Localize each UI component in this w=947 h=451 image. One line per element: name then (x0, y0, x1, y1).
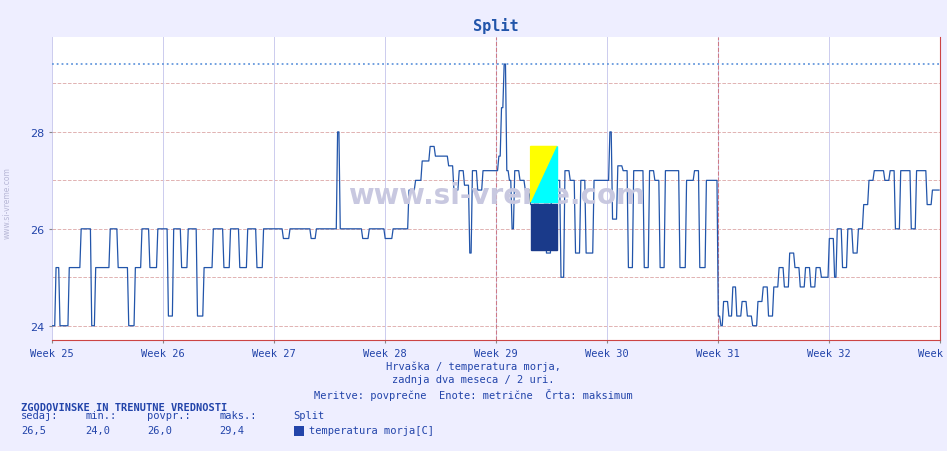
Text: Meritve: povprečne  Enote: metrične  Črta: maksimum: Meritve: povprečne Enote: metrične Črta:… (314, 388, 633, 400)
Text: 24,0: 24,0 (85, 425, 110, 435)
Text: Split: Split (294, 410, 325, 420)
Text: 26,0: 26,0 (147, 425, 171, 435)
Polygon shape (530, 147, 557, 202)
Text: maks.:: maks.: (220, 410, 258, 420)
Bar (530, 204, 557, 250)
Text: Hrvaška / temperatura morja,: Hrvaška / temperatura morja, (386, 361, 561, 371)
Polygon shape (530, 147, 557, 202)
Text: 29,4: 29,4 (220, 425, 244, 435)
Text: ZGODOVINSKE IN TRENUTNE VREDNOSTI: ZGODOVINSKE IN TRENUTNE VREDNOSTI (21, 402, 227, 412)
Text: 26,5: 26,5 (21, 425, 45, 435)
Text: sedaj:: sedaj: (21, 410, 59, 420)
Title: Split: Split (474, 18, 519, 34)
Text: temperatura morja[C]: temperatura morja[C] (309, 425, 434, 435)
Text: zadnja dva meseca / 2 uri.: zadnja dva meseca / 2 uri. (392, 374, 555, 384)
Text: povpr.:: povpr.: (147, 410, 190, 420)
Text: www.si-vreme.com: www.si-vreme.com (348, 181, 645, 209)
Text: www.si-vreme.com: www.si-vreme.com (3, 167, 12, 239)
Text: min.:: min.: (85, 410, 116, 420)
